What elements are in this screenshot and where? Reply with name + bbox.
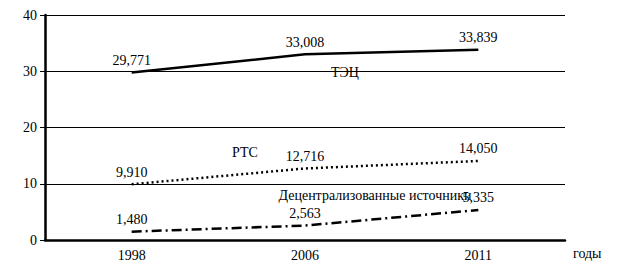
svg-text:годы: годы bbox=[573, 246, 602, 261]
svg-text:9,910: 9,910 bbox=[116, 165, 148, 180]
svg-text:2006: 2006 bbox=[291, 248, 319, 263]
svg-text:Децентрализованные источники: Децентрализованные источники bbox=[278, 188, 472, 203]
svg-text:0: 0 bbox=[30, 233, 37, 248]
svg-text:29,771: 29,771 bbox=[112, 53, 151, 68]
svg-text:30: 30 bbox=[23, 64, 37, 79]
svg-text:5,335: 5,335 bbox=[462, 190, 495, 206]
svg-text:ТЭЦ: ТЭЦ bbox=[331, 65, 359, 80]
svg-text:1,480: 1,480 bbox=[116, 212, 148, 227]
svg-text:12,716: 12,716 bbox=[286, 149, 325, 164]
svg-text:40: 40 bbox=[23, 8, 37, 23]
svg-text:РТС: РТС bbox=[232, 145, 258, 160]
svg-text:2,563: 2,563 bbox=[289, 206, 321, 221]
svg-text:10: 10 bbox=[23, 176, 37, 191]
svg-text:14,050: 14,050 bbox=[459, 141, 498, 156]
svg-text:1998: 1998 bbox=[118, 248, 146, 263]
svg-text:20: 20 bbox=[23, 120, 37, 135]
svg-text:2011: 2011 bbox=[465, 248, 492, 263]
svg-text:33,839: 33,839 bbox=[459, 30, 498, 45]
svg-text:33,008: 33,008 bbox=[286, 35, 325, 50]
